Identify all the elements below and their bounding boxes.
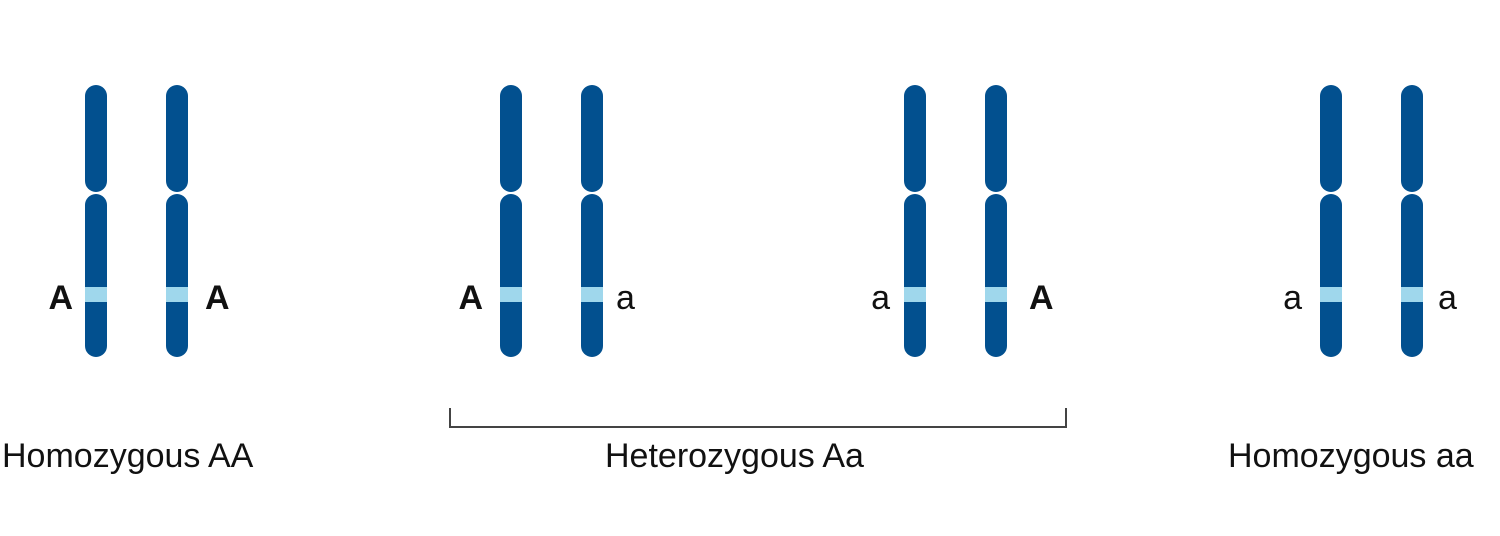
chromosome-pair3-right — [985, 85, 1007, 357]
allele-label-pair3-left: a — [871, 279, 890, 317]
gene-locus-band — [85, 287, 107, 302]
chromosome-lower-arm — [500, 194, 522, 357]
allele-label-pair2-right: a — [616, 279, 635, 317]
chromosome-upper-arm — [1320, 85, 1342, 192]
caption-homozygous-recessive: Homozygous aa — [1228, 437, 1474, 475]
chromosome-pair4-left — [1320, 85, 1342, 357]
chromosome-pair2-left — [500, 85, 522, 357]
chromosome-lower-arm — [85, 194, 107, 357]
chromosome-lower-arm — [166, 194, 188, 357]
chromosome-upper-arm — [1401, 85, 1423, 192]
gene-locus-band — [904, 287, 926, 302]
chromosome-pair2-right — [581, 85, 603, 357]
chromosome-upper-arm — [85, 85, 107, 192]
chromosome-lower-arm — [581, 194, 603, 357]
chromosome-pair4-right — [1401, 85, 1423, 357]
allele-label-pair4-left: a — [1283, 279, 1302, 317]
chromosome-pair3-left — [904, 85, 926, 357]
chromosome-upper-arm — [985, 85, 1007, 192]
chromosome-upper-arm — [166, 85, 188, 192]
allele-label-pair4-right: a — [1438, 279, 1457, 317]
gene-locus-band — [1320, 287, 1342, 302]
chromosome-pair1-right — [166, 85, 188, 357]
chromosome-upper-arm — [581, 85, 603, 192]
allele-label-pair1-right: A — [205, 279, 230, 317]
gene-locus-band — [581, 287, 603, 302]
heterozygous-bracket — [449, 408, 1067, 428]
chromosome-lower-arm — [985, 194, 1007, 357]
gene-locus-band — [985, 287, 1007, 302]
chromosome-upper-arm — [904, 85, 926, 192]
chromosome-lower-arm — [904, 194, 926, 357]
chromosome-upper-arm — [500, 85, 522, 192]
caption-heterozygous: Heterozygous Aa — [605, 437, 864, 475]
chromosome-lower-arm — [1401, 194, 1423, 357]
gene-locus-band — [166, 287, 188, 302]
gene-locus-band — [500, 287, 522, 302]
caption-homozygous-dominant: Homozygous AA — [2, 437, 254, 475]
allele-label-pair2-left: A — [458, 279, 483, 317]
chromosome-lower-arm — [1320, 194, 1342, 357]
allele-label-pair1-left: A — [48, 279, 73, 317]
gene-locus-band — [1401, 287, 1423, 302]
allele-label-pair3-right: A — [1029, 279, 1054, 317]
chromosome-pair1-left — [85, 85, 107, 357]
